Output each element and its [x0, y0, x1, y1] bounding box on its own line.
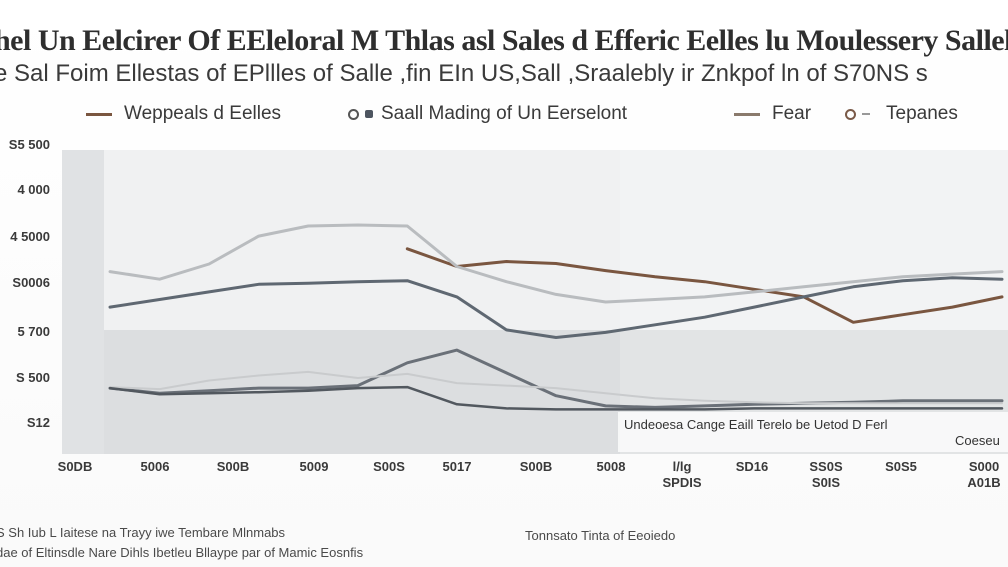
footer-right: Tonnsato Tinta of Eeoiedo [525, 528, 676, 543]
x-tick-label: S00S [373, 459, 405, 474]
x-tick-label: SS0S [809, 459, 843, 474]
legend-item-3[interactable]: Fear [734, 101, 811, 127]
x-tick-label: l/lg [673, 459, 692, 474]
x-tick-label: S0DB [58, 459, 93, 474]
annotation-box [618, 412, 1008, 452]
series-line-6 [108, 385, 1004, 411]
x-tick-label: S00B [520, 459, 553, 474]
legend-dot-icon-2 [365, 110, 373, 118]
legend-ring-icon-2 [348, 108, 359, 120]
legend-label-1: Weppeals d Eelles [124, 103, 282, 124]
chart-subtitle: e Sal Foim Ellestas of EPllles of Salle … [0, 60, 928, 87]
legend-label-2: Saall Mading of Un Eerselont [381, 103, 628, 124]
y-axis: S5 500 4 000 4 5000 S0006 5 700 S 500 S12 [9, 137, 50, 430]
x-tick-label: S0S5 [885, 459, 917, 474]
legend-swatch-line-3 [734, 112, 760, 116]
series-line-3 [108, 223, 1004, 304]
x-axis: S0DB 5006 S00B 5009 S00S 5017 S00B 5008 l/lgSPDI… [58, 459, 1001, 490]
legend-ring-icon-4 [845, 108, 856, 120]
footer-left-line2: dae of Eltinsdle Nare Dihls Ibetleu Blla… [0, 545, 364, 560]
y-tick-label: 5 700 [17, 324, 50, 339]
y-tick-label: 4 000 [17, 182, 50, 197]
y-tick-label: S5 500 [9, 137, 50, 152]
x-tick-label: SD16 [736, 459, 769, 474]
legend-label-4: Tepanes [886, 103, 958, 124]
x-tick-label: 5009 [300, 459, 329, 474]
chart-title: hel Un Eelcirer Of EEleloral M Thlas asl… [0, 24, 1008, 57]
x-tick-label: A01B [967, 475, 1000, 490]
legend-item-1[interactable]: Weppeals d Eelles [86, 101, 281, 127]
series-line-1 [405, 247, 1004, 324]
x-tick-label: S000 [969, 459, 999, 474]
annotation-1: Undeoesa Cange Eaill Terelo be Uetod D F… [624, 417, 888, 432]
y-tick-label: 4 5000 [10, 229, 50, 244]
y-tick-label: S12 [27, 415, 50, 430]
annotation-2: Coeseu [955, 433, 1000, 448]
x-tick-label: 5006 [141, 459, 170, 474]
plot-left-band [62, 150, 104, 454]
legend-label-3: Fear [772, 103, 812, 124]
x-tick-label: SPDIS [662, 475, 701, 490]
x-tick-label: 5008 [597, 459, 626, 474]
legend-item-2[interactable]: Saall Mading of Un Eerselont [348, 101, 627, 127]
y-tick-label: S0006 [12, 275, 50, 290]
x-tick-label: S00B [217, 459, 250, 474]
legend-dash-icon-4 [862, 113, 870, 115]
series-line-5 [109, 370, 1003, 405]
series-line-2 [108, 276, 1004, 339]
x-tick-label: 5017 [443, 459, 472, 474]
legend-swatch-line-1 [86, 112, 112, 116]
legend: Weppeals d Eelles Saall Mading of Un Eer… [0, 101, 1008, 127]
legend-item-4[interactable]: Tepanes [845, 101, 958, 127]
x-tick-label: S0IS [812, 475, 841, 490]
series-group [108, 223, 1004, 411]
y-tick-label: S 500 [16, 370, 50, 385]
footer-left-line1: S Sh Iub L Iaitese na Trayy iwe Tembare … [0, 525, 286, 540]
